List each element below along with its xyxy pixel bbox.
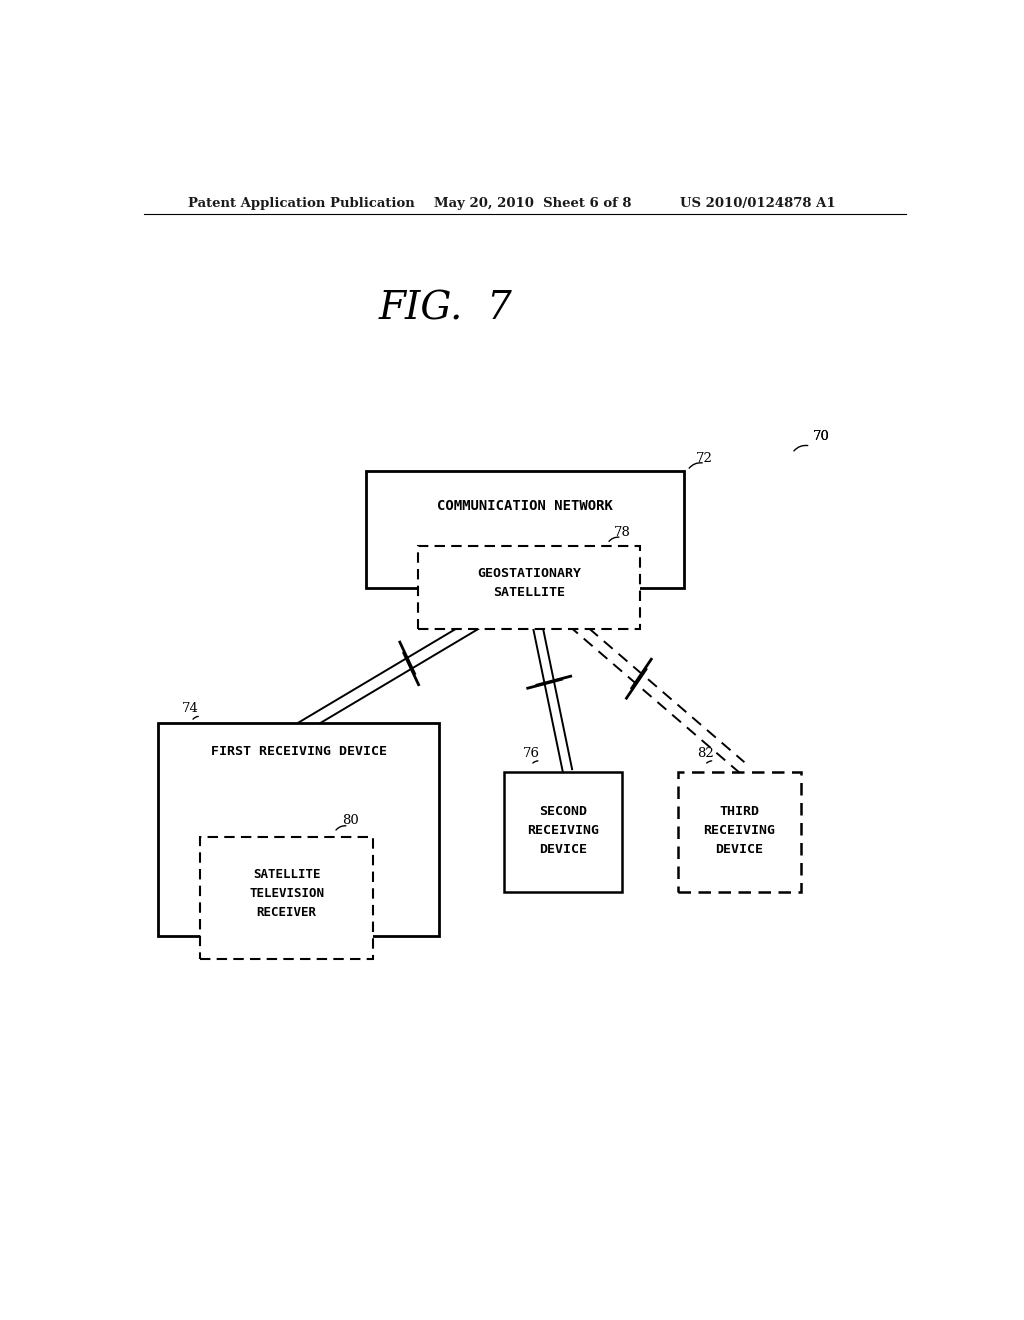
Bar — [367, 471, 684, 587]
Bar — [201, 837, 373, 960]
Text: 74: 74 — [182, 702, 199, 715]
Text: Patent Application Publication: Patent Application Publication — [187, 197, 415, 210]
Bar — [158, 722, 439, 936]
Text: May 20, 2010  Sheet 6 of 8: May 20, 2010 Sheet 6 of 8 — [433, 197, 631, 210]
Text: FIG.  7: FIG. 7 — [379, 290, 512, 327]
Text: GEOSTATIONARY
SATELLITE: GEOSTATIONARY SATELLITE — [477, 568, 581, 599]
Text: THIRD
RECEIVING
DEVICE: THIRD RECEIVING DEVICE — [703, 805, 775, 855]
Text: 70: 70 — [813, 430, 829, 444]
Text: 82: 82 — [697, 747, 714, 760]
Text: 70: 70 — [813, 430, 829, 444]
Text: COMMUNICATION NETWORK: COMMUNICATION NETWORK — [437, 499, 612, 513]
Text: US 2010/0124878 A1: US 2010/0124878 A1 — [680, 197, 836, 210]
Text: 72: 72 — [695, 453, 713, 466]
Text: SECOND
RECEIVING
DEVICE: SECOND RECEIVING DEVICE — [527, 805, 599, 855]
Text: FIRST RECEIVING DEVICE: FIRST RECEIVING DEVICE — [211, 744, 387, 758]
Text: 80: 80 — [342, 814, 359, 828]
Bar — [678, 772, 801, 892]
Bar — [418, 545, 640, 630]
Text: SATELLITE
TELEVISION
RECEIVER: SATELLITE TELEVISION RECEIVER — [249, 867, 325, 919]
Bar — [504, 772, 622, 892]
Text: 78: 78 — [613, 525, 631, 539]
Text: 76: 76 — [523, 747, 541, 760]
